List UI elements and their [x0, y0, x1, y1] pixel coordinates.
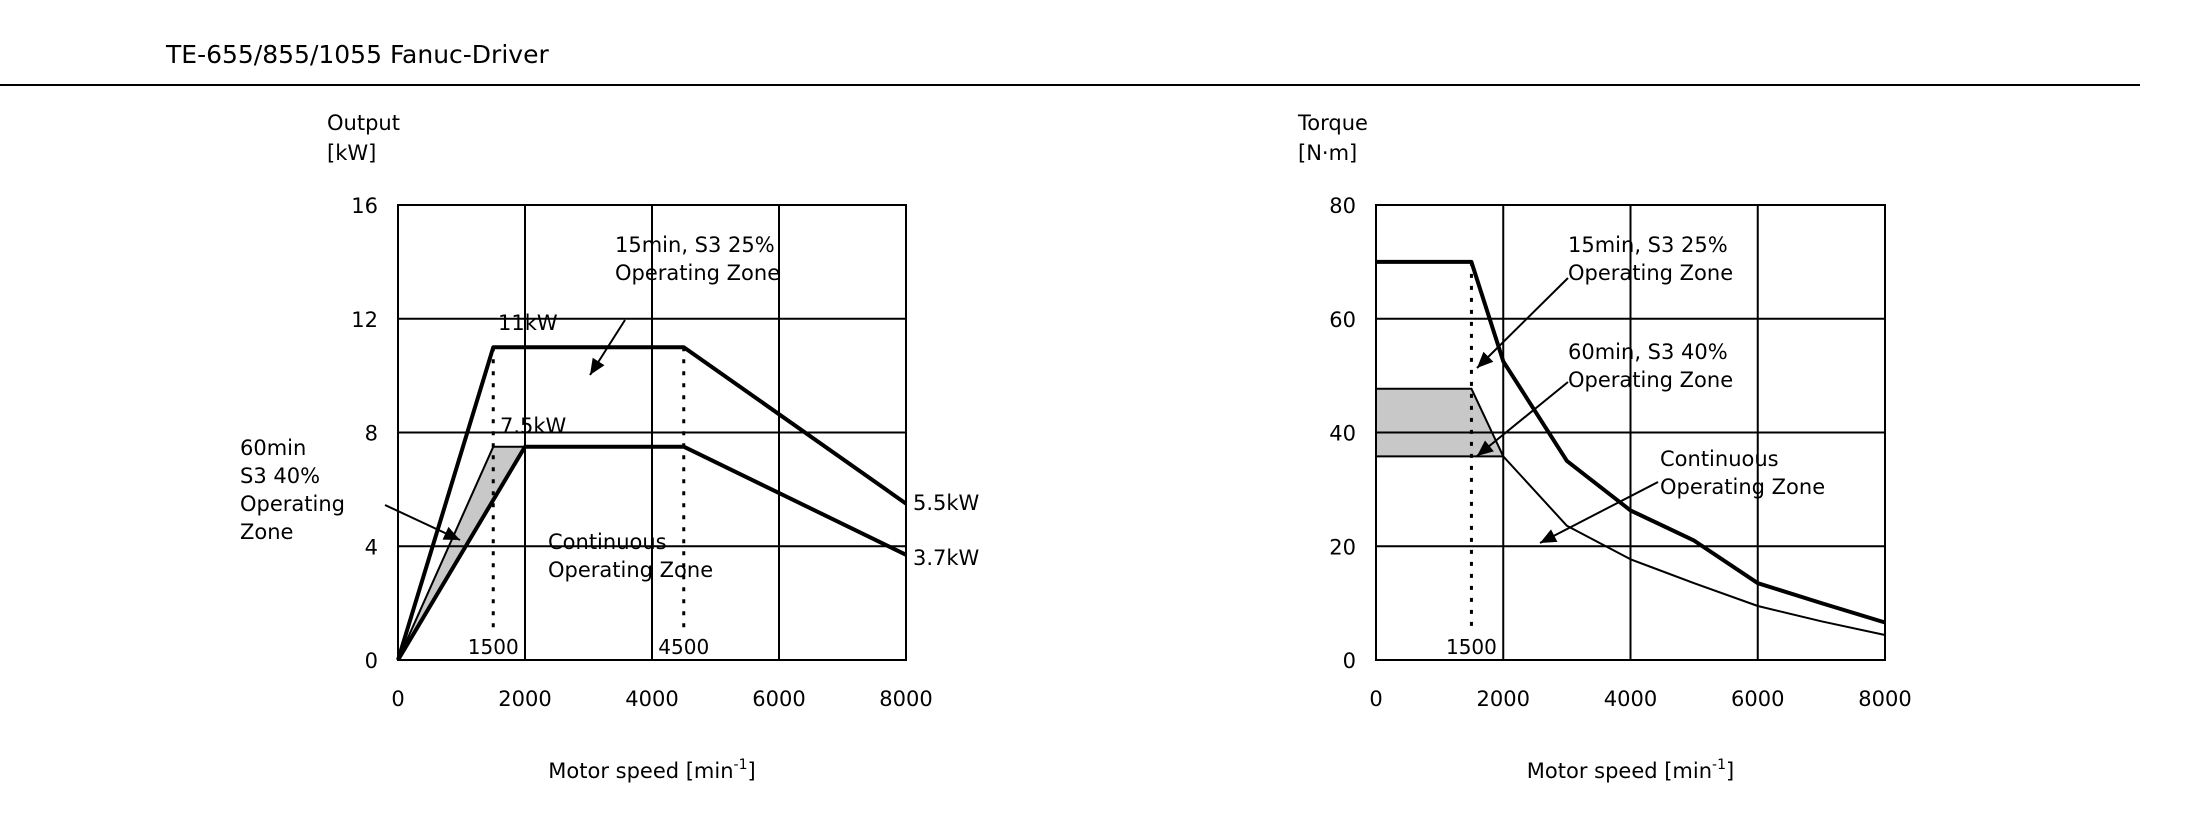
annotation-arrowhead-1 [1477, 351, 1494, 368]
dashed-marker-label-1500: 1500 [468, 635, 519, 659]
annotation-3-line-2: Operating Zone [548, 558, 713, 582]
x-tick-label: 6000 [1731, 687, 1784, 711]
x-tick-label: 8000 [1858, 687, 1911, 711]
plot-frame [1375, 204, 1886, 661]
y-tick-label: 16 [351, 194, 378, 218]
x-axis-label: Motor speed [min-1] [1527, 757, 1734, 783]
label-backdrop-3 [1648, 438, 1858, 506]
dashed-marker-label-1500: 1500 [1446, 635, 1497, 659]
x-tick-label: 6000 [752, 687, 805, 711]
shaded-region [1376, 388, 1504, 457]
x-tick-label: 0 [1369, 687, 1382, 711]
annotation-2-line-2: S3 40% [240, 464, 320, 488]
torque-chart: 1500 0 2000 4000 6000 8000 0 20 40 60 80 Torque [N·m… [1297, 111, 1912, 783]
annotation-2-line-4: Zone [240, 520, 293, 544]
label-backdrop-4 [1422, 618, 1490, 648]
y-tick-label: 60 [1329, 308, 1356, 332]
annotation-1-line-2: Operating Zone [615, 261, 780, 285]
annotation-6-line-1: 5.5kW [913, 491, 980, 515]
annotation-arrowhead-2 [1477, 440, 1494, 456]
y-tick-label: 20 [1329, 535, 1356, 559]
y-axis-label-line-2: [kW] [327, 141, 376, 165]
y-axis-label-line-2: [N·m] [1298, 141, 1357, 165]
series-line-2 [1376, 387, 1505, 457]
series-line-3 [396, 444, 907, 662]
label-backdrop-2 [1556, 333, 1771, 401]
y-tick-label: 80 [1329, 194, 1356, 218]
label-backdrop-5 [430, 631, 510, 657]
annotation-1-line-1: 15min, S3 25% [1568, 233, 1728, 257]
series-line-1 [396, 345, 908, 661]
annotation-arrowhead-2 [442, 526, 460, 540]
x-tick-label: 8000 [879, 687, 932, 711]
annotation-3-line-1: Continuous [1660, 447, 1779, 471]
y-tick-label: 0 [1343, 649, 1356, 673]
x-tick-label: 0 [391, 687, 404, 711]
y-tick-label: 4 [365, 535, 378, 559]
x-tick-label: 2000 [498, 687, 551, 711]
annotation-2-line-1: 60min [240, 436, 306, 460]
label-backdrop-1 [1556, 224, 1771, 292]
label-backdrop-2 [496, 414, 592, 442]
x-tick-label: 2000 [1477, 687, 1530, 711]
x-tick-label: 4000 [1604, 687, 1657, 711]
annotation-2-line-3: Operating [240, 492, 345, 516]
y-axis-label-line-1: Torque [1297, 111, 1368, 135]
page-title: TE-655/855/1055 Fanuc-Driver [166, 40, 549, 69]
series-line-2 [397, 445, 525, 661]
annotation-2-line-1: 60min, S3 40% [1568, 340, 1728, 364]
dashed-marker-label-4500: 4500 [658, 635, 709, 659]
y-tick-label: 12 [351, 308, 378, 332]
plot-frame [397, 204, 907, 661]
annotation-4-line-1: 11kW [498, 311, 558, 335]
annotation-1-line-1: 15min, S3 25% [615, 233, 775, 257]
annotation-arrow-2 [1476, 381, 1569, 457]
series-line-1 [1376, 259, 1886, 625]
annotation-1-line-2: Operating Zone [1568, 261, 1733, 285]
annotation-arrowhead-1 [590, 357, 605, 375]
annotation-2-line-2: Operating Zone [1568, 368, 1733, 392]
y-tick-label: 0 [365, 649, 378, 673]
annotation-arrow-3 [1539, 481, 1659, 544]
x-axis-label: Motor speed [min-1] [548, 757, 755, 783]
annotation-arrowhead-3 [1540, 529, 1558, 543]
annotation-3-line-1: Continuous [548, 530, 667, 554]
annotation-3-line-2: Operating Zone [1660, 475, 1825, 499]
y-tick-label: 40 [1329, 422, 1356, 446]
label-backdrop-6 [616, 631, 756, 657]
annotation-5-line-1: 7.5kW [500, 414, 567, 438]
output-chart: 1500 4500 0 2000 4000 6000 8000 0 4 8 12 16 Output [k… [240, 111, 980, 783]
x-tick-label: 4000 [625, 687, 678, 711]
annotation-7-line-1: 3.7kW [913, 546, 980, 570]
annotation-arrow-1 [1476, 277, 1569, 369]
y-tick-label: 8 [365, 422, 378, 446]
y-axis-label-line-1: Output [327, 111, 400, 135]
header-divider [0, 84, 2140, 86]
series-line-3 [1376, 455, 1886, 636]
